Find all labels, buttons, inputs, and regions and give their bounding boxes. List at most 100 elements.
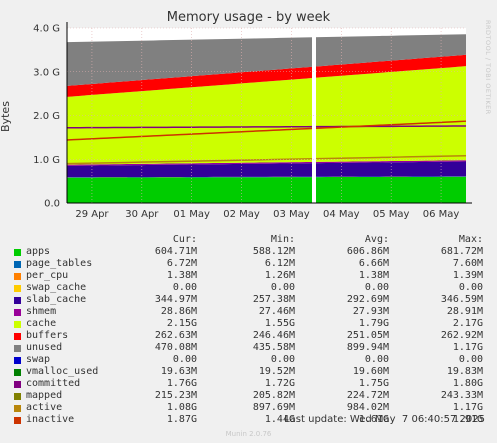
y-tick-label: 4.0 G: [33, 24, 60, 35]
legend-min-value: 19.52M: [258, 366, 295, 377]
y-tick-label: 2.0 G: [33, 111, 60, 122]
legend-max-value: 0.00: [458, 282, 483, 293]
legend-swatch: [14, 345, 21, 352]
legend-label: page_tables: [26, 258, 93, 269]
legend-header-avg: Avg:: [364, 234, 389, 245]
legend-cur-value: 6.72M: [166, 258, 197, 269]
legend-cur-value: 1.87G: [166, 414, 197, 425]
legend-min-value: 588.12M: [252, 246, 295, 257]
munin-footer: Munin 2.0.76: [225, 430, 272, 438]
legend-avg-value: 0.00: [364, 354, 389, 365]
x-tick-label: 02 May: [223, 209, 260, 220]
legend-label: apps: [26, 246, 51, 257]
y-tick-label: 0.0: [44, 199, 60, 210]
legend-row-page-tables: page_tables 6.72M 6.12M 6.66M 7.60M: [12, 258, 492, 270]
legend-row-committed: committed 1.76G 1.72G 1.75G 1.80G: [12, 378, 492, 390]
legend-label: committed: [26, 378, 81, 389]
legend-avg-value: 27.93M: [352, 306, 389, 317]
legend-min-value: 1.72G: [264, 378, 295, 389]
legend-cur-value: 0.00: [172, 354, 197, 365]
x-tick-label: 05 May: [373, 209, 410, 220]
legend-row-mapped: mapped 215.23M 205.82M 224.72M 243.33M: [12, 390, 492, 402]
legend-cur-value: 604.71M: [154, 246, 197, 257]
legend-row-unused: unused 470.08M 435.58M 899.94M 1.17G: [12, 342, 492, 354]
legend-cur-value: 262.63M: [154, 330, 197, 341]
legend-min-value: 246.46M: [252, 330, 295, 341]
legend-max-value: 28.91M: [446, 306, 483, 317]
area-page-tables: [67, 176, 466, 178]
legend-swatch: [14, 261, 21, 268]
legend-swatch: [14, 381, 21, 388]
legend-swatch: [14, 333, 21, 340]
legend-max-value: 7.60M: [452, 258, 483, 269]
legend-row-slab-cache: slab_cache 344.97M 257.38M 292.69M 346.59M: [12, 294, 492, 306]
x-tick-label: 01 May: [173, 209, 210, 220]
legend-avg-value: 0.00: [364, 282, 389, 293]
legend-cur-value: 470.08M: [154, 342, 197, 353]
legend-row-per-cpu: per_cpu 1.38M 1.26M 1.38M 1.39M: [12, 270, 492, 282]
legend-header-max: Max:: [458, 234, 483, 245]
legend-max-value: 1.17G: [452, 342, 483, 353]
line-inactive: [66, 120, 467, 141]
legend-min-value: 0.00: [270, 282, 295, 293]
legend-min-value: 257.38M: [252, 294, 295, 305]
legend-avg-value: 1.79G: [358, 318, 389, 329]
legend-row-vmalloc-used: vmalloc_used 19.63M 19.52M 19.60M 19.83M: [12, 366, 492, 378]
legend-label: vmalloc_used: [26, 366, 99, 377]
area-buffers: [67, 54, 466, 97]
legend-avg-value: 1.61G: [358, 414, 389, 425]
x-tick-label: 04 May: [323, 209, 360, 220]
legend-max-value: 681.72M: [440, 246, 483, 257]
legend-swatch: [14, 393, 21, 400]
legend-avg-value: 224.72M: [346, 390, 389, 401]
x-tick-label: 03 May: [273, 209, 310, 220]
legend-row-cache: cache 2.15G 1.55G 1.79G 2.17G: [12, 318, 492, 330]
legend-avg-value: 984.02M: [346, 402, 389, 413]
legend-label: swap: [26, 354, 51, 365]
legend-swatch: [14, 273, 21, 280]
legend-max-value: 0.00: [458, 354, 483, 365]
legend-min-value: 0.00: [270, 354, 295, 365]
legend-cur-value: 1.08G: [166, 402, 197, 413]
legend-avg-value: 1.38M: [358, 270, 389, 281]
legend-label: cache: [26, 318, 57, 329]
legend-min-value: 1.26M: [264, 270, 295, 281]
area-cache: [67, 66, 466, 165]
x-tick-label: 06 May: [423, 209, 460, 220]
area-apps: [67, 176, 466, 203]
legend-min-value: 435.58M: [252, 342, 295, 353]
legend-swatch: [14, 321, 21, 328]
area-unused: [67, 34, 466, 86]
legend-cur-value: 0.00: [172, 282, 197, 293]
legend-avg-value: 251.05M: [346, 330, 389, 341]
legend-row-shmem: shmem 28.86M 27.46M 27.93M 28.91M: [12, 306, 492, 318]
legend-max-value: 2.17G: [452, 318, 483, 329]
legend-header-min: Min:: [270, 234, 295, 245]
last-update: Last update: Wed May 7 06:40:57 2025: [284, 414, 485, 425]
area-shmem: [67, 160, 466, 166]
legend-label: unused: [26, 342, 63, 353]
legend-cur-value: 19.63M: [160, 366, 197, 377]
memory-chart: 0.0 1.0 G 2.0 G 3.0 G 4.0 G 29 Apr 30 Apr 01 Ma…: [33, 22, 472, 220]
legend-min-value: 27.46M: [258, 306, 295, 317]
legend-avg-value: 19.60M: [352, 366, 389, 377]
legend-label: per_cpu: [26, 270, 69, 281]
legend-label: active: [26, 402, 63, 413]
legend-max-value: 1.17G: [452, 402, 483, 413]
legend-row-swap: swap 0.00 0.00 0.00 0.00: [12, 354, 492, 366]
legend-max-value: 243.33M: [440, 390, 483, 401]
line-active: [66, 155, 467, 165]
legend-min-value: 1.55G: [264, 318, 295, 329]
legend-max-value: 346.59M: [440, 294, 483, 305]
legend-row-buffers: buffers 262.63M 246.46M 251.05M 262.92M: [12, 330, 492, 342]
legend-row-swap-cache: swap_cache 0.00 0.00 0.00 0.00: [12, 282, 492, 294]
legend-cur-value: 215.23M: [154, 390, 197, 401]
x-tick-label: 29 Apr: [75, 209, 109, 220]
legend-max-value: 19.83M: [446, 366, 483, 377]
legend-cur-value: 1.38M: [166, 270, 197, 281]
legend-row-apps: apps 604.71M 588.12M 606.86M 681.72M: [12, 246, 492, 258]
legend-cur-value: 1.76G: [166, 378, 197, 389]
legend-min-value: 6.12M: [264, 258, 295, 269]
legend-avg-value: 606.86M: [346, 246, 389, 257]
legend-swatch: [14, 369, 21, 376]
